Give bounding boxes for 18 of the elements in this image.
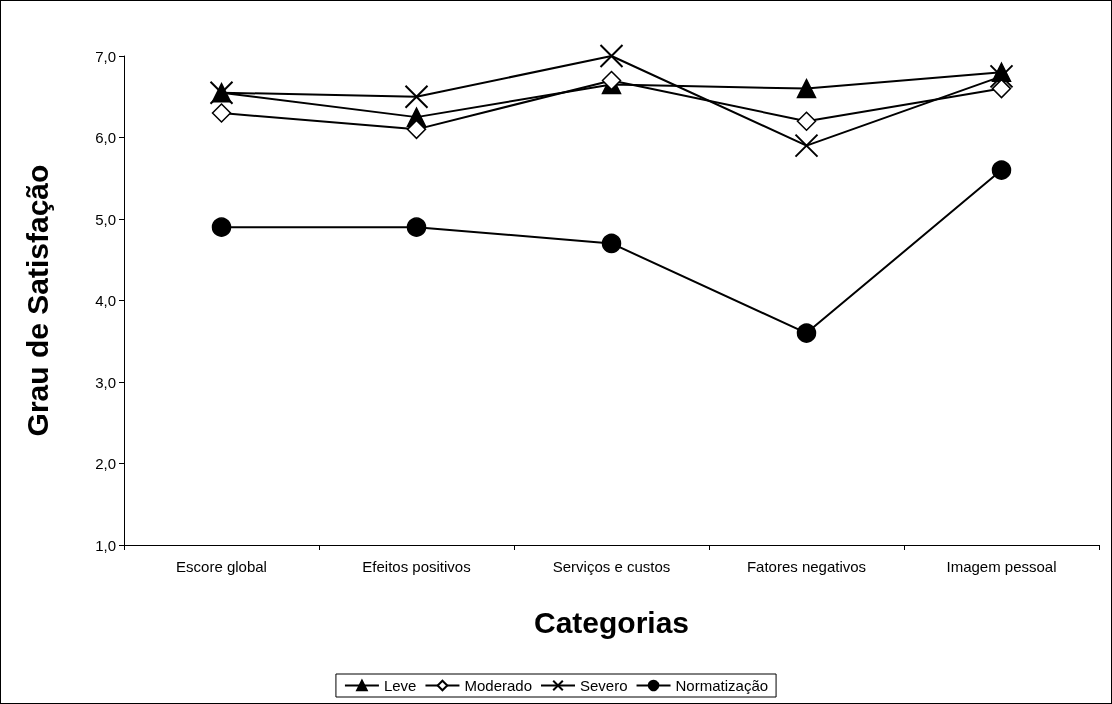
y-tick-label: 1,0 xyxy=(95,536,116,554)
legend-label: Severo xyxy=(580,677,628,694)
legend-label: Leve xyxy=(383,677,417,694)
y-tick-label: 7,0 xyxy=(95,47,116,65)
x-tick-label: Efeitos positivos xyxy=(362,558,471,575)
x-tick-label: Imagem pessoal xyxy=(946,558,1057,575)
legend-label: Normatização xyxy=(675,677,769,694)
y-tick-label: 2,0 xyxy=(95,455,116,472)
legend-label: Moderado xyxy=(464,677,533,694)
x-tick-label: Fatores negativos xyxy=(746,558,867,575)
x-axis-title: Categorias xyxy=(533,605,690,639)
y-tick-label: 6,0 xyxy=(95,129,116,146)
y-tick-label: 4,0 xyxy=(95,292,116,309)
x-tick-label: Escore global xyxy=(176,558,267,575)
x-tick-label: Serviços e custos xyxy=(552,558,671,575)
y-tick-label: 5,0 xyxy=(95,210,116,228)
y-tick-label: 3,0 xyxy=(95,373,116,391)
y-axis-title: Grau de Satisfação xyxy=(20,164,54,437)
